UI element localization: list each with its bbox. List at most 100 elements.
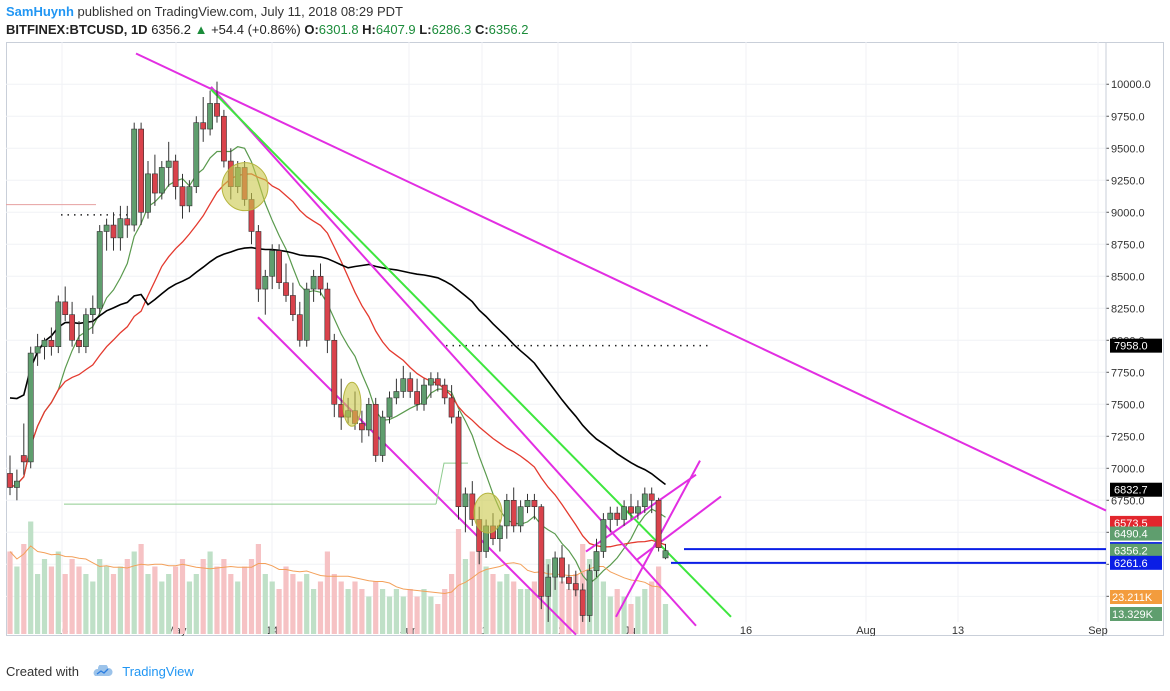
y-tick-label: 8500.0 <box>1111 271 1145 283</box>
open-label: O: <box>304 22 319 37</box>
candle-body <box>165 160 172 168</box>
author-name[interactable]: SamHuynh <box>6 4 74 19</box>
volume-bar <box>524 589 531 634</box>
candle-body <box>117 218 124 239</box>
volume-bar <box>324 551 330 634</box>
candle-body <box>103 224 110 232</box>
volume-bar <box>400 596 406 634</box>
last-price: 6356.2 <box>151 22 191 37</box>
volume-bar <box>573 574 579 634</box>
candle-body <box>614 512 621 520</box>
y-tick-label: 7000.0 <box>1111 463 1145 475</box>
volume-bar <box>166 574 172 634</box>
candle-body <box>510 500 517 527</box>
price-label-text: 6261.6 <box>1114 558 1148 570</box>
candles <box>7 81 669 622</box>
candle-body <box>214 103 220 117</box>
price-label-box <box>1110 543 1162 558</box>
volume-bar <box>352 581 358 634</box>
y-tick-label: 8250.0 <box>1111 303 1145 315</box>
candle-body <box>496 525 503 540</box>
channel-upper-line <box>210 86 697 627</box>
volume-bar <box>290 574 296 634</box>
candle-body <box>289 295 296 315</box>
volume-bar <box>228 574 234 634</box>
green-trendline <box>210 88 732 618</box>
candle-body <box>27 352 34 463</box>
candle-body <box>138 128 144 213</box>
candle-body <box>276 250 282 283</box>
candle-body <box>517 506 524 527</box>
volume-bar <box>97 559 103 634</box>
candle-body <box>89 307 96 315</box>
volume-bar <box>628 604 634 634</box>
volume-bar <box>511 581 517 634</box>
y-tick-label: 7500.0 <box>1111 399 1145 411</box>
candle-body <box>524 500 531 508</box>
highlight-circle <box>342 381 362 427</box>
volume-bar <box>462 559 468 634</box>
volume-label-box <box>1110 590 1162 604</box>
candle-body <box>662 550 669 559</box>
candle-body <box>600 519 607 552</box>
candle-body <box>421 384 427 405</box>
candle-body <box>96 231 103 309</box>
price-label-box <box>1110 482 1162 497</box>
tradingview-link[interactable]: TradingView <box>122 664 194 679</box>
candle-body <box>538 506 545 597</box>
price-label-box <box>1110 338 1162 353</box>
candle-body <box>14 480 20 488</box>
volume-bar <box>90 581 96 634</box>
chart-frame <box>6 42 1164 636</box>
candle-body <box>621 506 627 520</box>
candle-body <box>255 231 262 290</box>
candle-body <box>48 339 55 347</box>
price-chart[interactable]: 10000.0 9750.0 9500.0 9250.0 9000.0 8750.0 850… <box>6 42 1164 636</box>
candle-body <box>55 301 62 347</box>
volume-bar <box>104 566 110 634</box>
volume-bar <box>607 596 613 634</box>
volume-bar <box>449 574 455 634</box>
volume-bar <box>435 604 441 634</box>
y-tick-label: 7750.0 <box>1111 367 1145 379</box>
x-tick-label: Sep <box>1088 625 1108 636</box>
y-tick-label: 8750.0 <box>1111 239 1145 251</box>
volume-bar <box>200 559 206 634</box>
volume-bar <box>214 566 220 634</box>
close-label: C: <box>474 22 489 37</box>
candle-body <box>34 346 41 354</box>
ma-red-line <box>9 173 666 548</box>
volume-bar <box>317 581 324 634</box>
volume-bar <box>262 574 268 634</box>
publish-info: SamHuynh published on TradingView.com, J… <box>6 4 403 19</box>
x-tick-label: 21 <box>552 625 564 636</box>
price-label-text: 6832.7 <box>1114 485 1148 497</box>
candle-body <box>152 173 158 194</box>
volume-bar <box>55 551 61 634</box>
tradingview-cloud-icon <box>91 663 113 680</box>
volume-bar <box>483 566 489 634</box>
volume-bar <box>338 581 344 634</box>
candle-body <box>565 576 572 584</box>
volume-bar <box>455 529 462 634</box>
volume-bar <box>186 581 192 634</box>
x-tick-label: 16 <box>740 625 752 636</box>
volume-bar <box>48 566 54 634</box>
candle-body <box>634 506 641 514</box>
volume-bar <box>662 604 669 634</box>
low-label: L: <box>419 22 432 37</box>
candle-body <box>62 301 69 315</box>
candle-body <box>579 589 586 616</box>
candle-body <box>414 391 420 405</box>
volume-label-box <box>1110 607 1162 621</box>
candle-body <box>552 557 558 578</box>
candle-body <box>407 378 414 392</box>
volume-bar <box>345 589 351 634</box>
ma-green-line <box>9 146 666 585</box>
y-tick-label: 9750.0 <box>1111 111 1145 123</box>
volume-bar <box>428 596 434 634</box>
candle-body <box>434 378 441 386</box>
volume-bar <box>7 551 13 634</box>
x-tick-label: 16 <box>56 625 68 636</box>
volume-bar <box>235 581 241 634</box>
